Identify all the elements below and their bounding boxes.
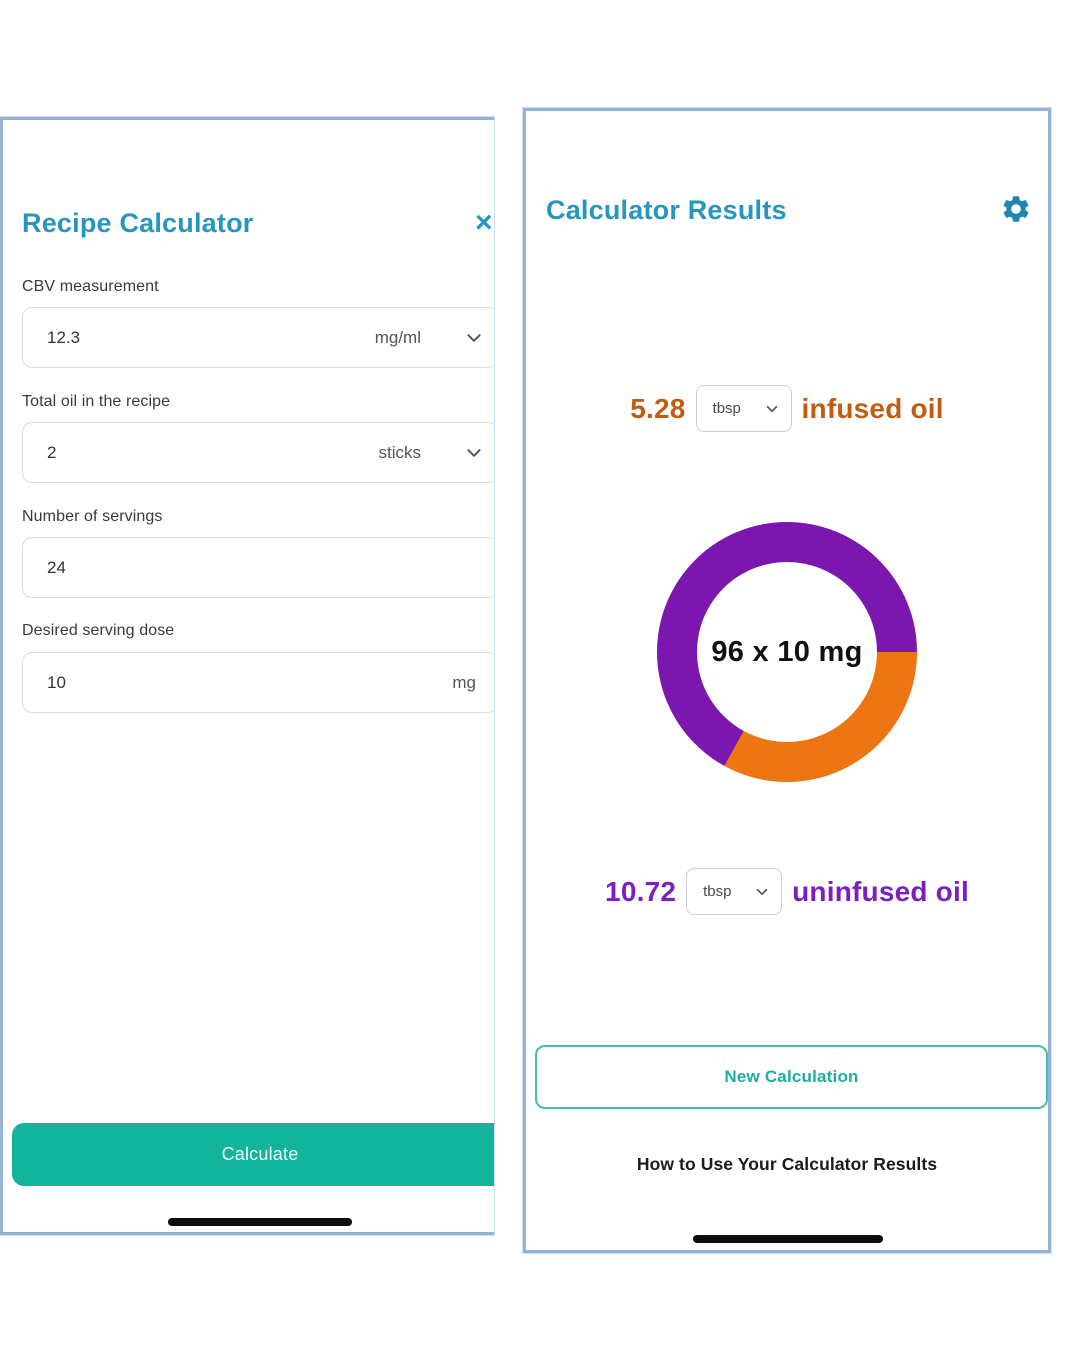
close-icon[interactable]: × (475, 206, 493, 239)
home-indicator-results[interactable] (693, 1235, 883, 1243)
servings-label: Number of servings (22, 508, 163, 525)
dose-field: mg (22, 652, 494, 713)
total-oil-input[interactable] (47, 423, 327, 482)
calculator-results-screen: Calculator Results 5.28 tbsp infused oil… (523, 108, 1051, 1253)
recipe-calculator-content: Recipe Calculator × CBV measurement mg/m… (3, 120, 494, 1232)
chevron-down-icon[interactable] (465, 444, 483, 462)
total-oil-label: Total oil in the recipe (22, 393, 171, 410)
uninfused-unit-value: tbsp (703, 883, 732, 900)
uninfused-oil-row: 10.72 tbsp uninfused oil (526, 868, 1048, 915)
infused-amount: 5.28 (630, 392, 686, 424)
servings-input[interactable] (47, 538, 327, 597)
dose-label: Desired serving dose (22, 622, 175, 639)
infused-oil-row: 5.28 tbsp infused oil (526, 385, 1048, 432)
new-calculation-button[interactable]: New Calculation (535, 1045, 1048, 1109)
gear-icon[interactable] (1000, 193, 1032, 225)
results-page-title: Calculator Results (546, 195, 787, 225)
uninfused-amount: 10.72 (605, 875, 677, 907)
dose-donut-chart: 96 x 10 mg (657, 522, 917, 782)
cbv-measurement-input[interactable] (47, 308, 327, 367)
chevron-down-icon[interactable] (465, 329, 483, 347)
calculate-button[interactable]: Calculate (12, 1123, 494, 1186)
infused-unit-select[interactable]: tbsp (695, 385, 792, 432)
recipe-calculator-screen: Recipe Calculator × CBV measurement mg/m… (0, 117, 494, 1235)
donut-center-label: 96 x 10 mg (711, 635, 863, 668)
infused-unit-value: tbsp (712, 400, 741, 417)
dose-input[interactable] (47, 653, 327, 712)
total-oil-unit-value[interactable]: sticks (378, 442, 422, 462)
uninfused-oil-label: uninfused oil (792, 875, 969, 907)
servings-field (22, 537, 494, 598)
page-title: Recipe Calculator (22, 208, 254, 238)
donut-hole: 96 x 10 mg (697, 562, 877, 742)
chevron-down-icon (766, 405, 777, 412)
total-oil-field: sticks (22, 422, 494, 483)
cbv-measurement-label: CBV measurement (22, 278, 159, 295)
chevron-down-icon (756, 888, 768, 895)
infused-oil-label: infused oil (801, 392, 944, 424)
home-indicator[interactable] (168, 1218, 352, 1226)
cbv-measurement-field: mg/ml (22, 307, 494, 368)
uninfused-unit-select[interactable]: tbsp (686, 868, 783, 915)
dose-unit-label: mg (452, 672, 476, 692)
cbv-unit-value[interactable]: mg/ml (374, 327, 421, 347)
help-link[interactable]: How to Use Your Calculator Results (636, 1154, 938, 1174)
